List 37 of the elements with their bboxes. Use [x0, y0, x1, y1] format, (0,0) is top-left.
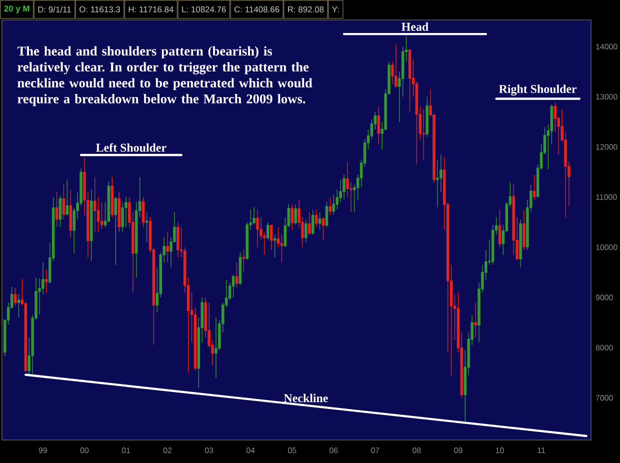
candlestick — [69, 189, 72, 238]
text: L: 10824.76 — [182, 6, 226, 12]
text: D: 9/1/11 — [38, 6, 71, 12]
text: C: 11408.66 — [234, 6, 280, 12]
text: R: 892.08 — [288, 6, 324, 12]
candlestick — [304, 219, 308, 243]
candlestick — [90, 189, 93, 262]
candlestick — [252, 206, 256, 226]
series-label: Neckline — [284, 394, 328, 402]
chart-title: 20 y M — [4, 6, 30, 14]
candlestick — [176, 222, 180, 258]
series-label: Head — [402, 22, 428, 31]
candlestick — [166, 232, 169, 263]
series-label: Left Shoulder — [96, 143, 166, 152]
candlestick — [474, 302, 477, 338]
series-label: Right Shoulder — [499, 84, 577, 96]
candlestick — [114, 196, 118, 266]
candlestick — [45, 269, 48, 294]
annotation: The head and shoulders pattern (bearish) is relatively clear. In order to trigger the pattern the neckline would need to be penetrated which would require a breakdown below the March 2009 lows. — [17, 46, 312, 106]
candlestick — [118, 192, 120, 233]
text: O: 11613.3 — [80, 6, 120, 12]
candlestick — [394, 44, 398, 88]
candlestick — [532, 174, 536, 200]
candlestick — [308, 212, 311, 236]
candlestick — [266, 222, 270, 240]
text: H: 11716.84 — [128, 6, 174, 12]
candlestick — [107, 180, 110, 223]
candlestick — [290, 204, 294, 230]
candlestick — [312, 209, 314, 236]
candlestick — [426, 96, 428, 138]
candlestick — [522, 209, 526, 250]
candlestick — [342, 174, 346, 200]
candlestick — [214, 317, 218, 378]
candlestick — [294, 204, 297, 226]
candlestick — [256, 209, 259, 248]
text: Y: — [332, 6, 339, 12]
candlestick — [519, 219, 522, 268]
